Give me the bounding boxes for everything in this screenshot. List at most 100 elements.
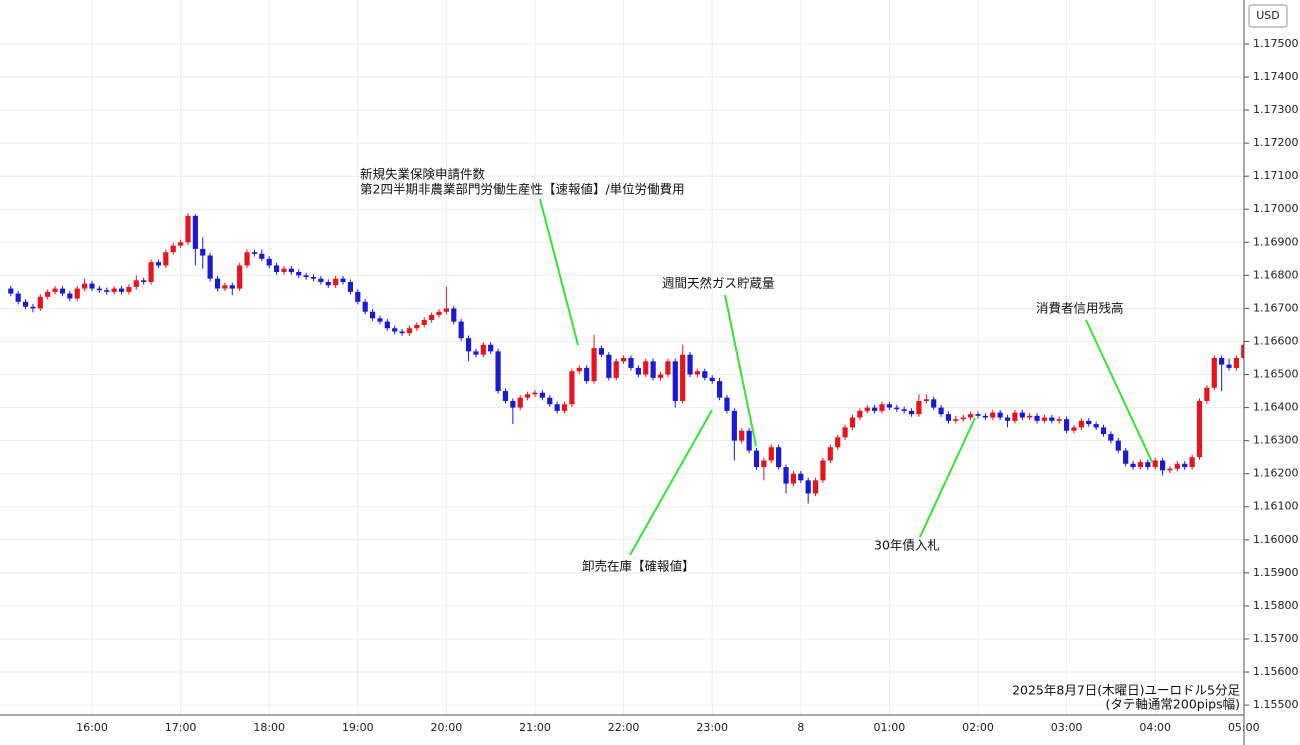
x-tick-label: 01:00 — [874, 721, 906, 734]
annotation-line — [629, 409, 713, 556]
candle-body — [960, 417, 966, 420]
candle-body — [680, 354, 686, 401]
annotations: 新規失業保険申請件数 第2四半期非農業部門労働生産性【速報値】/単位労働費用 週… — [360, 167, 1153, 574]
candle-body — [990, 412, 996, 418]
annotation-text: 新規失業保険申請件数 — [360, 167, 486, 182]
candle-body — [473, 351, 479, 355]
candle-body — [333, 278, 339, 286]
candle-body — [805, 480, 811, 494]
candle-body — [111, 288, 117, 292]
candle-body — [480, 344, 486, 355]
candle-body — [67, 293, 73, 299]
candle-body — [982, 415, 988, 418]
candle-body — [222, 285, 228, 289]
candle-body — [849, 417, 856, 428]
candle-body — [561, 404, 568, 411]
candle-body — [355, 291, 361, 302]
candle-body — [1145, 462, 1151, 468]
candle-body — [872, 407, 878, 411]
candle-body — [141, 280, 147, 282]
candle-body — [259, 253, 265, 259]
y-tick-label: 1.16900 — [1253, 235, 1299, 248]
candle-body — [702, 371, 708, 378]
candle-body — [1049, 417, 1055, 421]
candle-body — [598, 348, 605, 355]
candle-body — [968, 414, 974, 418]
candle-body — [835, 437, 841, 448]
candle-body — [495, 351, 501, 392]
candle-body — [1093, 424, 1099, 428]
candle-body — [569, 371, 575, 405]
candle-body — [923, 399, 929, 401]
candle-body — [281, 268, 287, 273]
candle-body — [525, 394, 531, 398]
candle-body — [591, 348, 597, 382]
candle-body — [1041, 417, 1048, 421]
candle-body — [857, 410, 863, 418]
candle-body — [657, 374, 664, 378]
candle-body — [1204, 387, 1210, 401]
candle-body — [879, 404, 885, 411]
candle-body — [178, 242, 184, 246]
x-tick-label: 02:00 — [962, 721, 994, 734]
candle-body — [694, 371, 701, 375]
candle-body — [1182, 463, 1188, 468]
candle-body — [938, 407, 944, 415]
x-tick-label: 19:00 — [342, 721, 374, 734]
grid — [0, 0, 1245, 715]
candle-body — [798, 473, 804, 481]
candle-body — [768, 447, 774, 461]
y-tick-label: 1.16500 — [1253, 368, 1299, 381]
y-tick-label: 1.16400 — [1253, 401, 1299, 414]
candle-body — [1226, 364, 1232, 368]
y-tick-label: 1.15600 — [1253, 665, 1299, 678]
candle-body — [192, 215, 198, 249]
candle-body — [650, 361, 656, 378]
candle-body — [894, 407, 900, 410]
candle-body — [96, 288, 102, 291]
candle-body — [554, 404, 560, 411]
candle-body — [606, 354, 612, 378]
candle-body — [52, 288, 58, 292]
x-tick-label: 17:00 — [165, 721, 197, 734]
candle-body — [377, 318, 383, 322]
candle-body — [820, 460, 826, 481]
candle-body — [953, 419, 959, 421]
candle-body — [465, 338, 472, 352]
annotation-text: 卸売在庫【確報値】 — [582, 559, 695, 574]
candle-body — [104, 290, 110, 292]
candle-body — [1159, 460, 1166, 471]
axes: 1.17500 1.17400 1.17300 1.17200 1.17100 1.170… — [76, 37, 1298, 734]
candle-body — [414, 324, 420, 329]
candle-body — [406, 328, 413, 334]
candle-body — [1123, 450, 1129, 464]
x-tick-label: 23:00 — [696, 721, 728, 734]
candle-body — [975, 414, 981, 416]
candle-body — [22, 301, 29, 307]
y-tick-label: 1.17500 — [1253, 37, 1299, 50]
candle-body — [1196, 400, 1203, 458]
candle-body — [399, 331, 405, 334]
candle-body — [59, 288, 66, 294]
candle-body — [74, 288, 80, 299]
candle-body — [214, 278, 221, 289]
x-tick-label: 20:00 — [431, 721, 463, 734]
candle-body — [510, 400, 516, 408]
candle-body — [776, 447, 782, 468]
candle-body — [369, 311, 376, 319]
y-tick-label: 1.15900 — [1253, 566, 1299, 579]
candle-body — [89, 283, 95, 289]
candle-body — [148, 262, 154, 282]
y-tick-label: 1.16700 — [1253, 301, 1299, 314]
candle-body — [635, 367, 641, 375]
candle-body — [517, 397, 523, 408]
candle-body — [945, 414, 952, 421]
candle-body — [45, 291, 51, 297]
candle-body — [1100, 427, 1107, 435]
candle-body — [908, 410, 915, 415]
candle-body — [1233, 357, 1240, 368]
candle-body — [665, 361, 671, 375]
candle-body — [170, 245, 176, 253]
y-tick-label: 1.17400 — [1253, 70, 1299, 83]
